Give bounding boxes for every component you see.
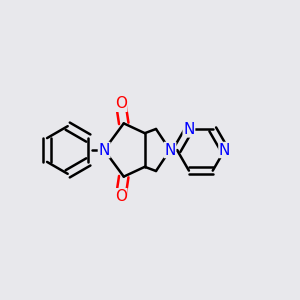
Text: N: N — [164, 142, 176, 158]
Text: N: N — [183, 122, 195, 137]
Text: N: N — [98, 142, 110, 158]
Text: O: O — [115, 96, 127, 111]
Text: O: O — [115, 189, 127, 204]
Text: N: N — [219, 142, 230, 158]
